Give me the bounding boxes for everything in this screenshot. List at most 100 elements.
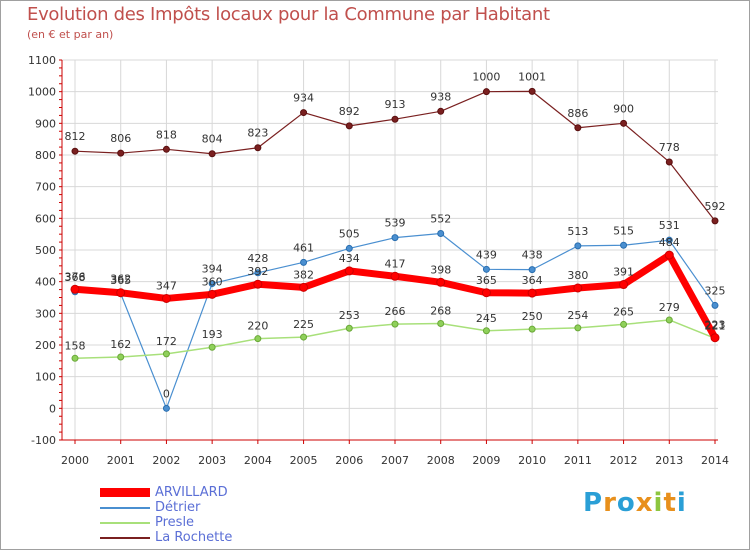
data-label-arvillard: 360 (202, 275, 223, 288)
point-presle (162, 350, 170, 358)
data-label-presle: 253 (339, 309, 360, 322)
point-presle (437, 319, 445, 327)
y-tick-label: 1000 (28, 86, 56, 99)
point-la-rochette (711, 217, 719, 225)
series-layer (70, 87, 720, 412)
data-label-presle: 265 (613, 305, 634, 318)
data-label-la-rochette: 812 (65, 130, 86, 143)
data-label-la-rochette: 806 (110, 132, 131, 145)
y-tick-label: 1100 (28, 54, 56, 67)
point-arvillard (253, 279, 263, 289)
point-la-rochette (665, 158, 673, 166)
data-label-arvillard: 398 (430, 263, 451, 276)
y-tick-label: 700 (35, 181, 56, 194)
y-tick-label: 500 (35, 244, 56, 257)
chart-title: Evolution des Impôts locaux pour la Comm… (27, 4, 550, 25)
data-label-d-trier: 439 (476, 248, 497, 261)
point-arvillard (207, 289, 217, 299)
y-tick-label: 900 (35, 117, 56, 130)
data-label-arvillard: 347 (156, 279, 177, 292)
x-tick-label: 2003 (198, 454, 226, 467)
data-label-la-rochette: 592 (705, 200, 726, 213)
point-d-trier (482, 265, 490, 273)
point-la-rochette (528, 87, 536, 95)
point-d-trier (162, 404, 170, 412)
x-tick-label: 2000 (61, 454, 89, 467)
data-label-d-trier: 428 (247, 252, 268, 265)
point-la-rochette (437, 107, 445, 115)
point-presle (528, 325, 536, 333)
point-d-trier (300, 258, 308, 266)
point-la-rochette (574, 124, 582, 132)
data-label-arvillard: 223 (705, 319, 726, 332)
point-la-rochette (71, 147, 79, 155)
x-tick-label: 2011 (564, 454, 592, 467)
point-d-trier (665, 236, 673, 244)
y-tick-label: 200 (35, 339, 56, 352)
data-label-arvillard: 380 (567, 269, 588, 282)
point-arvillard (619, 280, 629, 290)
point-d-trier (711, 301, 719, 309)
point-presle (300, 333, 308, 341)
point-la-rochette (254, 144, 262, 152)
point-arvillard (573, 283, 583, 293)
y-tick-label: 600 (35, 212, 56, 225)
data-label-presle: 220 (247, 320, 268, 333)
point-arvillard (527, 288, 537, 298)
point-la-rochette (300, 109, 308, 117)
point-presle (574, 324, 582, 332)
data-label-arvillard: 376 (65, 270, 86, 283)
point-arvillard (481, 288, 491, 298)
data-label-d-trier: 362 (110, 273, 131, 286)
data-label-presle: 225 (293, 318, 314, 331)
point-la-rochette (482, 88, 490, 96)
data-label-la-rochette: 886 (567, 107, 588, 120)
data-label-arvillard: 484 (659, 236, 680, 249)
point-presle (665, 316, 673, 324)
data-label-la-rochette: 913 (385, 98, 406, 111)
point-la-rochette (620, 119, 628, 127)
x-tick-label: 2008 (427, 454, 455, 467)
data-label-arvillard: 382 (293, 268, 314, 281)
point-la-rochette (162, 145, 170, 153)
data-label-d-trier: 461 (293, 241, 314, 254)
data-label-la-rochette: 778 (659, 141, 680, 154)
point-arvillard (70, 284, 80, 294)
x-tick-label: 2006 (335, 454, 363, 467)
data-label-d-trier: 368 (65, 271, 86, 284)
data-label-presle: 266 (385, 305, 406, 318)
point-presle (71, 354, 79, 362)
point-la-rochette (208, 150, 216, 158)
point-d-trier (345, 244, 353, 252)
legend-swatch-la-rochette (100, 537, 150, 539)
proxiti-logo: Proxiti (583, 488, 687, 518)
legend-label-arvillard: ARVILLARD (155, 485, 228, 500)
point-d-trier (391, 234, 399, 242)
data-label-la-rochette: 1001 (518, 70, 546, 83)
data-label-arvillard: 365 (110, 274, 131, 287)
data-label-d-trier: 0 (163, 387, 170, 400)
data-label-la-rochette: 938 (430, 90, 451, 103)
x-tick-label: 2005 (290, 454, 318, 467)
point-presle (345, 324, 353, 332)
data-label-d-trier: 539 (385, 217, 406, 230)
point-arvillard (344, 266, 354, 276)
legend-swatch-detrier (100, 507, 150, 509)
point-d-trier (254, 269, 262, 277)
point-d-trier (620, 241, 628, 249)
legend-label-presle: Presle (155, 515, 195, 530)
point-la-rochette (117, 149, 125, 157)
data-label-arvillard: 365 (476, 274, 497, 287)
data-label-arvillard: 417 (385, 257, 406, 270)
data-label-presle: 245 (476, 312, 497, 325)
point-d-trier (208, 280, 216, 288)
point-presle (620, 320, 628, 328)
data-label-presle: 254 (567, 309, 588, 322)
data-label-la-rochette: 818 (156, 128, 177, 141)
y-tick-label: 800 (35, 149, 56, 162)
x-tick-label: 2002 (152, 454, 180, 467)
legend-swatch-arvillard (100, 488, 150, 497)
legend-label-detrier: Détrier (155, 500, 201, 515)
data-label-arvillard: 392 (247, 265, 268, 278)
